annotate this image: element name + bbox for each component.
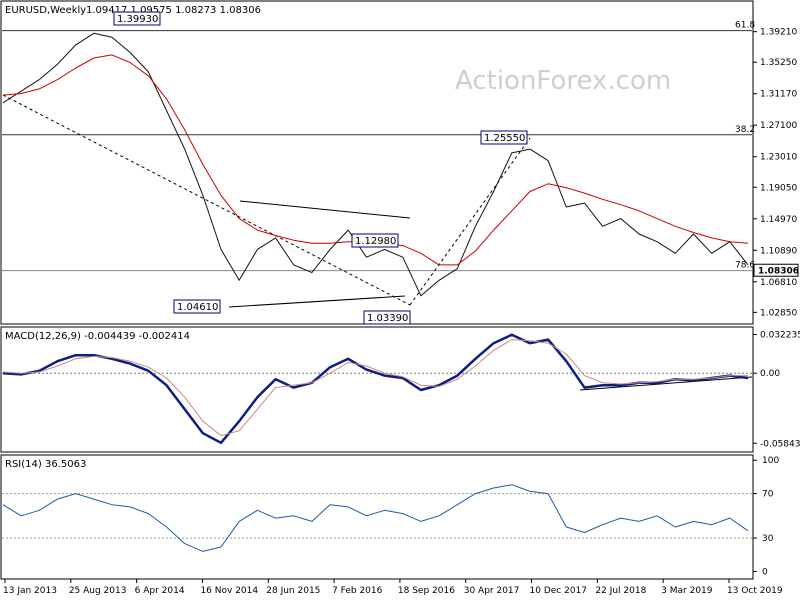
macd-tick-label-2: -0.058434 xyxy=(760,439,800,449)
current-price-box xyxy=(753,263,799,277)
price-series-line-0 xyxy=(2,32,749,297)
macd-tick-label-0: 0.032235 xyxy=(760,331,800,341)
date-label-2: 6 Apr 2014 xyxy=(135,586,185,596)
price-tick-label-0: 1.39210 xyxy=(760,28,797,38)
price-tick-label-2: 1.31170 xyxy=(760,90,797,100)
fib-level-label-2: 78.6 xyxy=(735,261,755,271)
date-label-3: 16 Nov 2014 xyxy=(200,586,258,596)
macd-series-line-0 xyxy=(2,333,749,445)
macd-title: MACD(12,26,9) -0.004439 -0.002414 xyxy=(5,331,190,342)
annotation-label-3: 1.04610 xyxy=(177,302,218,313)
macd-support-trendline xyxy=(579,376,753,391)
macd-panel xyxy=(0,326,754,453)
rsi-axis: 100 70 30 0 xyxy=(753,456,779,577)
macd-series xyxy=(2,333,752,445)
rsi-series-line-0 xyxy=(2,484,749,552)
annotation-label-4: 1.03390 xyxy=(367,313,408,324)
rising-dashed-trendline xyxy=(409,137,531,306)
annotation-box-0 xyxy=(113,11,161,26)
annotation-label-0: 1.39930 xyxy=(117,14,158,25)
price-tick-label-4: 1.23010 xyxy=(760,153,797,163)
annotation-box-2 xyxy=(351,233,399,248)
rsi-tick-label-1: 70 xyxy=(762,490,774,500)
descending-dashed-trendline xyxy=(2,94,411,306)
price-axis: 1.39210 1.35250 1.31170 1.27100 1.23010 1.190… xyxy=(753,28,799,318)
price-panel xyxy=(0,0,754,325)
rsi-title: RSI(14) 36.5063 xyxy=(5,459,86,470)
price-tick-label-8: 1.06810 xyxy=(760,278,797,288)
date-label-8: 10 Dec 2017 xyxy=(530,586,588,596)
price-trendlines xyxy=(2,94,753,391)
date-label-4: 28 Jun 2015 xyxy=(266,586,320,596)
date-label-5: 7 Feb 2016 xyxy=(332,586,383,596)
price-annotations: 1.39930 1.25550 1.12980 1.04610 1.03390 xyxy=(113,11,528,325)
ohlc-values: 1.09417 1.09575 1.08273 1.08306 xyxy=(86,5,261,16)
fib-level-label-0: 61.8 xyxy=(735,21,755,31)
current-price-label: 1.08306 xyxy=(758,267,799,277)
date-label-10: 3 Mar 2019 xyxy=(661,586,713,596)
symbol-title: EURUSD,Weekly xyxy=(5,5,86,16)
macd-series-line-1 xyxy=(2,339,748,437)
rsi-tick-label-0: 100 xyxy=(762,456,779,466)
price-tick-label-1: 1.35250 xyxy=(760,58,797,68)
annotation-label-2: 1.12980 xyxy=(355,236,396,247)
annotation-box-4 xyxy=(363,310,411,325)
price-fib-lines: 61.8 38.2 78.6 xyxy=(2,21,755,272)
price-tick-label-5: 1.19050 xyxy=(760,183,797,193)
triangle-upper-line xyxy=(239,200,411,219)
triangle-lower-line xyxy=(228,295,406,308)
macd-tick-label-1: 0.00 xyxy=(760,369,780,379)
rsi-tick-label-2: 30 xyxy=(762,534,774,544)
annotation-box-3 xyxy=(173,299,221,314)
date-label-11: 13 Oct 2019 xyxy=(727,586,783,596)
price-tick-label-3: 1.27100 xyxy=(760,121,797,131)
date-label-1: 25 Aug 2013 xyxy=(69,586,127,596)
fib-level-label-1: 38.2 xyxy=(735,125,755,135)
price-tick-label-9: 1.02850 xyxy=(760,308,797,318)
annotation-label-1: 1.25550 xyxy=(484,133,525,144)
date-label-6: 18 Sep 2016 xyxy=(398,586,455,596)
price-tick-label-6: 1.14970 xyxy=(760,215,797,225)
macd-axis: 0.032235 0.00 -0.058434 xyxy=(753,331,800,449)
annotation-box-1 xyxy=(480,130,528,145)
price-tick-label-7: 1.10890 xyxy=(760,246,797,256)
date-label-0: 13 Jan 2013 xyxy=(3,586,57,596)
date-axis: 13 Jan 2013 25 Aug 2013 6 Apr 2014 16 Nov 2… xyxy=(3,579,783,596)
rsi-series xyxy=(2,484,752,552)
rsi-panel xyxy=(0,454,754,580)
watermark: ActionForex.com xyxy=(455,66,671,96)
rsi-tick-label-3: 0 xyxy=(762,567,768,577)
date-label-7: 30 Apr 2017 xyxy=(464,586,520,596)
date-label-9: 22 Jul 2018 xyxy=(595,586,646,596)
